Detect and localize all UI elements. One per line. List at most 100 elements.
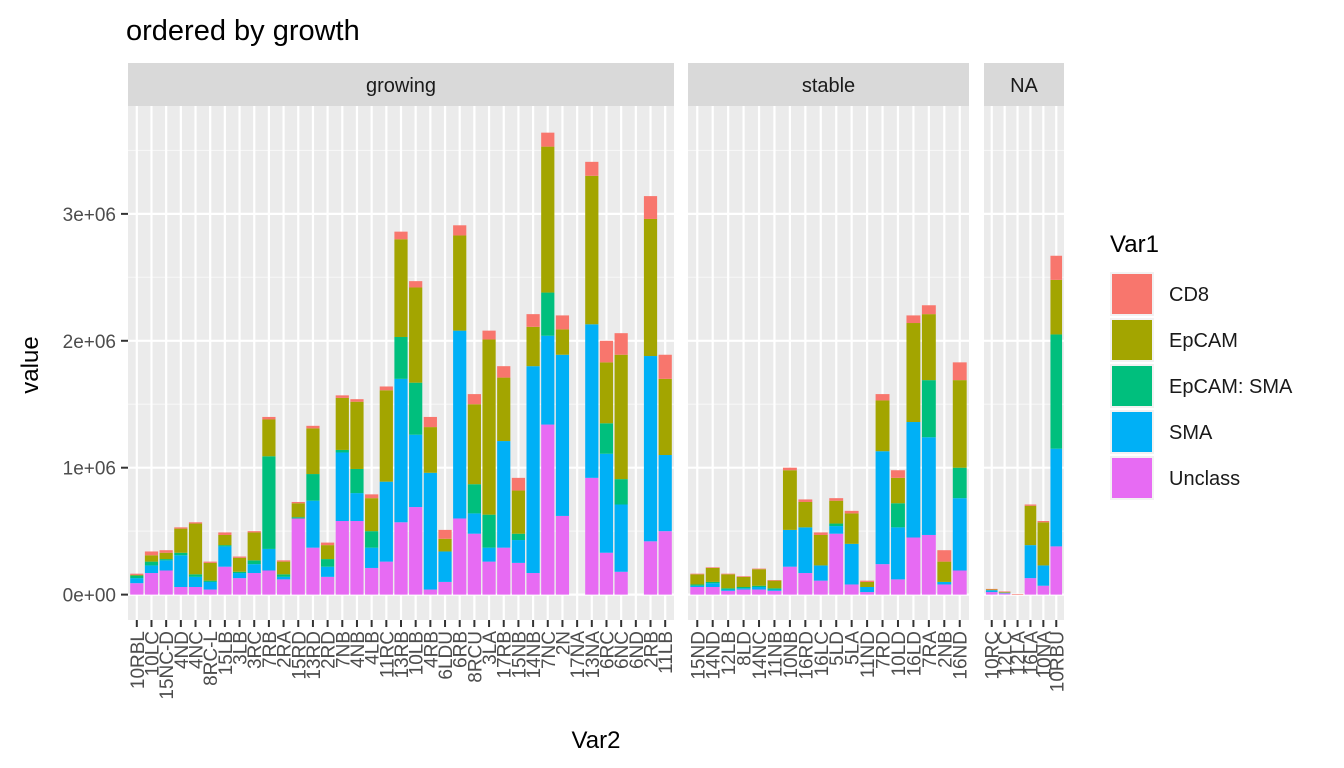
bar-6rc-unclass: [599, 552, 614, 595]
bar-11nb-cd8: [767, 580, 782, 581]
bar-10nb-sma: [782, 529, 797, 567]
bar-13rb-sma: [394, 378, 408, 523]
bar-12lc-unclass: [998, 593, 1011, 595]
bar-5la-unclass: [844, 584, 859, 595]
x-tick-label-16nd: 16ND: [951, 631, 972, 680]
bar-6rc-sma: [599, 453, 614, 553]
bar-5la-sma: [844, 543, 859, 585]
bar-6ldu-sma: [438, 551, 452, 582]
bar-3lb-unclass: [232, 578, 247, 595]
bar-4nd-unclass: [174, 587, 188, 595]
bar-11lb-epcam: [658, 378, 672, 456]
bar-6nc-unclass: [614, 571, 628, 595]
bar-4nc-sma: [188, 576, 203, 588]
bar-7nc-unclass: [541, 424, 555, 595]
facet-panels: growing 10RBL10LC15NC-D4ND4NC8RC-L15LB3LB…: [128, 63, 1068, 700]
bar-10lc-sma: [144, 565, 159, 574]
bar-3la-unclass: [482, 561, 496, 595]
bar-6rb-sma: [453, 330, 467, 519]
bar-4rb-epcam: [423, 427, 437, 473]
bar-11nd-cd8: [860, 580, 875, 582]
bar-8rc-l-unclass: [203, 589, 217, 595]
bar-4rb-cd8: [423, 416, 437, 428]
bar-6rc-epcam-sma: [599, 423, 614, 454]
bar-10ld-epcam: [891, 477, 905, 504]
bar-15lb-epcam-sma: [218, 545, 232, 547]
x-tick-label-14nc: 14NC: [750, 631, 771, 680]
bar-8ld-sma: [736, 588, 751, 590]
bar-2rd-sma: [321, 566, 335, 577]
bar-10lc-cd8: [144, 551, 159, 556]
bar-16ld-epcam: [906, 323, 921, 423]
strip-label-na: NA: [1010, 75, 1038, 97]
x-tick-label-4lb: 4LB: [363, 631, 384, 665]
bar-16lc-sma: [813, 565, 828, 581]
bar-10rbl-cd8: [130, 573, 144, 575]
bar-15nd-cd8: [690, 573, 705, 575]
bar-2rd-cd8: [321, 542, 335, 546]
x-tick-label-2ra: 2RA: [275, 631, 296, 668]
bar-15lb-cd8: [218, 532, 232, 535]
bar-2rd-unclass: [321, 576, 335, 595]
bar-14nc-unclass: [752, 589, 766, 595]
x-tick-label-16la: 16LA: [1021, 631, 1042, 676]
bar-8ld-unclass: [736, 589, 751, 595]
x-tick-label-12lb: 12LB: [719, 631, 740, 675]
bar-7rb-unclass: [262, 570, 276, 595]
y-tick-label-3: 3e+06: [63, 205, 116, 226]
bar-7rb-epcam: [262, 419, 276, 457]
bar-13rd-sma: [306, 500, 320, 548]
strip-label-growing: growing: [366, 75, 436, 97]
bar-15nb-unclass: [511, 562, 526, 595]
x-tick-label-2n: 2N: [553, 631, 574, 655]
bar-10lb-epcam: [409, 287, 423, 383]
x-tick-label-6rc: 6RC: [597, 631, 618, 669]
bar-13rd-epcam-sma: [306, 474, 320, 501]
bar-4nb-epcam: [350, 401, 364, 469]
bar-3lb-epcam: [232, 557, 247, 572]
bar-4lb-epcam-sma: [365, 531, 379, 548]
bar-17rb-sma: [497, 441, 511, 548]
bar-6rc-cd8: [599, 340, 614, 363]
x-tick-label-11rc: 11RC: [377, 631, 398, 678]
bar-13rb-cd8: [394, 231, 408, 240]
bar-14nb-sma: [526, 366, 540, 574]
x-tick-label-16ld: 16LD: [904, 631, 925, 676]
x-tick-label-11nb: 11NB: [765, 631, 786, 677]
bar-10nb-epcam: [782, 470, 797, 530]
legend-swatch-epcam: [1112, 320, 1152, 360]
bar-7nc-epcam: [541, 146, 555, 293]
bar-15lb-unclass: [218, 566, 232, 595]
y-tick-label-0: 0e+00: [63, 586, 116, 607]
bar-10rbl-epcam: [130, 574, 144, 576]
bar-3la-epcam-sma: [482, 514, 496, 548]
bar-10na-unclass: [1037, 585, 1050, 595]
bar-2rb-epcam: [643, 218, 658, 357]
bar-6rb-cd8: [453, 225, 467, 236]
bar-12la-cd8: [1011, 593, 1024, 595]
x-tick-label-10rbl: 10RBL: [128, 631, 149, 689]
x-axis-label: Var2: [572, 727, 621, 754]
bar-12lc-sma: [998, 592, 1011, 594]
bar-13rb-epcam: [394, 239, 408, 337]
bar-15nc-d-cd8: [159, 550, 173, 553]
strip-label-stable: stable: [802, 75, 855, 97]
bar-7nb-sma: [335, 452, 349, 522]
x-tick-label-10rc: 10RC: [983, 631, 1004, 680]
bar-3rc-unclass: [247, 573, 261, 595]
bar-2ra-epcam-sma: [276, 574, 291, 577]
bar-7rd-unclass: [875, 564, 890, 595]
bar-3rc-epcam-sma: [247, 560, 261, 565]
bar-4nc-unclass: [188, 587, 203, 595]
x-tick-label-15nc-d: 15NC-D: [157, 631, 178, 700]
bar-7rd-epcam: [875, 400, 890, 452]
x-tick-label-10rbu: 10RBU: [1047, 631, 1068, 692]
bar-10lc-epcam-sma: [144, 561, 159, 566]
bar-2ra-epcam: [276, 561, 291, 575]
bar-16nd-cd8: [952, 362, 967, 381]
bar-7nb-unclass: [335, 521, 349, 595]
bar-6nc-epcam: [614, 354, 628, 480]
bar-7ra-epcam: [921, 314, 936, 381]
x-tick-label-10nb: 10NB: [781, 631, 802, 679]
